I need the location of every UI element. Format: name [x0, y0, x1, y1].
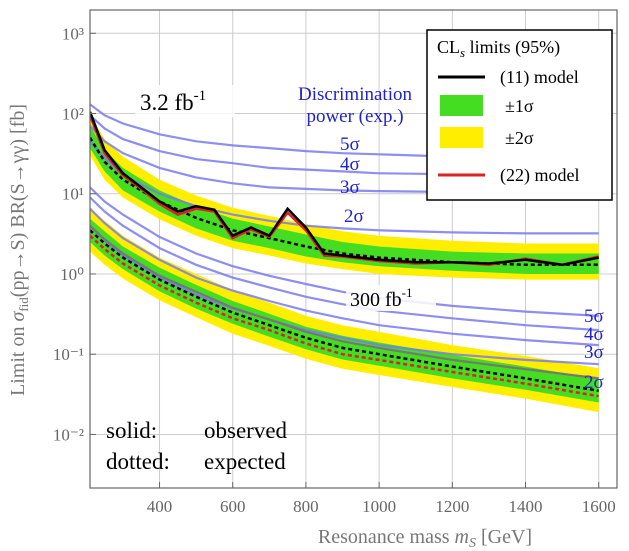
key-label: expected	[204, 449, 286, 474]
line	[90, 224, 599, 380]
plot-area	[90, 103, 599, 413]
sigma-label: 5σ	[584, 306, 604, 327]
legend-title-part: CL	[437, 37, 460, 57]
key-label: observed	[204, 418, 288, 443]
plot-frame	[89, 9, 618, 489]
legend-label: ±2σ	[505, 128, 534, 148]
y-title-part: fid	[16, 297, 31, 312]
y-title-part: (pp→S) BR(S→γγ) [fb]	[7, 104, 29, 297]
band	[90, 115, 599, 280]
discrimination-label: power (exp.)	[306, 106, 403, 127]
lumi-part: 3.2 fb	[140, 90, 194, 115]
band	[90, 125, 599, 275]
expected-line	[90, 234, 599, 398]
y-title-part: σ	[7, 311, 29, 322]
legend-title-part: s	[460, 45, 465, 60]
y-tick-label: 10⁻²	[53, 425, 84, 444]
legend-label: (22) model	[500, 165, 579, 186]
x-tick-label: 800	[293, 497, 319, 516]
sigma-label: 4σ	[584, 324, 604, 345]
band	[90, 218, 599, 403]
line	[90, 186, 599, 317]
luminosity-label: 3.2 fb-1	[140, 88, 206, 115]
x-title-part: m	[455, 526, 469, 548]
y-tick-label: 10⁰	[60, 265, 84, 284]
legend-title: CLs limits (95%)	[437, 37, 560, 60]
legend-label: (11) model	[500, 67, 579, 88]
label-bg	[346, 285, 436, 311]
x-tick-label: 1600	[582, 497, 616, 516]
y-tick-label: 10²	[62, 105, 84, 124]
key-label: dotted:	[106, 449, 170, 474]
sigma-label: 4σ	[340, 154, 360, 175]
x-title-part: S	[469, 536, 476, 551]
sigma-label: 2σ	[584, 372, 604, 393]
sigma-label: 3σ	[340, 177, 360, 198]
sigma-label: 3σ	[584, 342, 604, 363]
y-tick-label: 10⁻¹	[53, 345, 84, 364]
key-label: solid:	[106, 418, 157, 443]
y-axis-title: Limit on σfid(pp→S) BR(S→γγ) [fb]	[7, 104, 31, 396]
legend-title-part: limits (95%)	[465, 37, 560, 58]
x-tick-label: 1000	[362, 497, 396, 516]
lumi-part: 300 fb	[350, 289, 402, 311]
lumi-part: -1	[194, 88, 207, 104]
x-title-part: [GeV]	[476, 526, 532, 548]
lumi-part: -1	[402, 285, 413, 300]
discrimination-label: Discrimination	[298, 84, 412, 105]
expected-line	[90, 229, 599, 393]
y-tick-label: 10¹	[62, 185, 84, 204]
line	[90, 196, 599, 332]
label-bg	[135, 85, 235, 117]
legend-swatch	[440, 95, 483, 116]
luminosity-hl-label: 300 fb-1	[350, 285, 413, 311]
x-title-part: Resonance mass	[318, 526, 455, 548]
line	[90, 207, 599, 347]
legend-swatch	[440, 127, 483, 148]
observed-line	[90, 111, 599, 267]
y-title-part: Limit on	[7, 322, 29, 396]
x-tick-label: 1200	[435, 497, 469, 516]
sigma-label: 5σ	[340, 134, 360, 155]
x-tick-label: 600	[220, 497, 246, 516]
sigma-label: 2σ	[344, 206, 364, 227]
y-tick-label: 10³	[62, 24, 84, 43]
x-tick-label: 1400	[509, 497, 543, 516]
legend: CLs limits (95%) (11) model ±1σ ±2σ (22)…	[426, 29, 613, 201]
x-tick-label: 400	[147, 497, 173, 516]
ticks: 400 600 800 1000 1200 1400 1600 10³ 10² 10¹ 10⁰ 10⁻…	[53, 24, 616, 516]
legend-label: ±1σ	[505, 96, 534, 116]
x-axis-title: Resonance mass mS [GeV]	[318, 526, 532, 551]
